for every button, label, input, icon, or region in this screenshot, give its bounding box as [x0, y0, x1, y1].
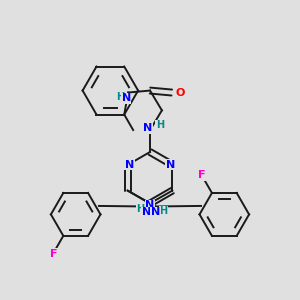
Text: O: O	[175, 88, 184, 98]
Text: N: N	[151, 207, 160, 218]
Text: F: F	[50, 248, 57, 259]
Text: N: N	[122, 94, 131, 103]
Text: N: N	[125, 160, 134, 170]
Text: N: N	[143, 123, 153, 133]
Text: N: N	[142, 207, 151, 218]
Text: F: F	[198, 170, 206, 180]
Text: N: N	[146, 200, 154, 211]
Text: H: H	[136, 204, 145, 214]
Text: H: H	[159, 206, 167, 216]
Text: N: N	[166, 160, 175, 170]
Text: H: H	[156, 120, 164, 130]
Text: H: H	[116, 92, 124, 101]
